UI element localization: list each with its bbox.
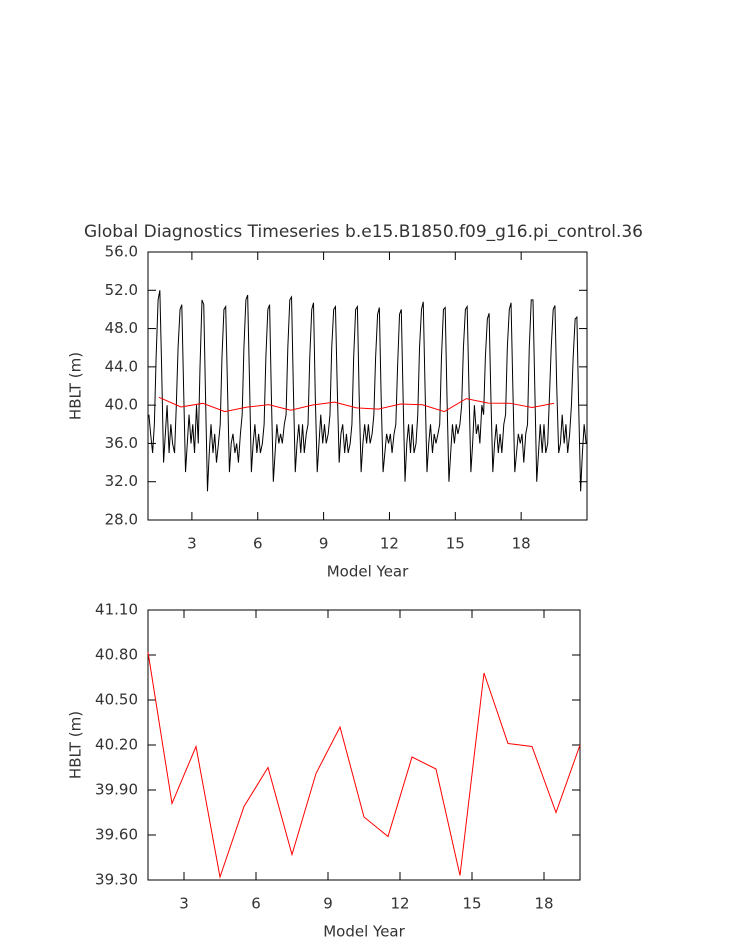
y-tick-label: 39.60 — [95, 826, 138, 844]
x-tick-label: 12 — [390, 895, 409, 913]
y-tick-label: 56.0 — [105, 243, 138, 261]
y-tick-label: 28.0 — [105, 511, 138, 529]
x-tick-label: 9 — [323, 895, 333, 913]
x-tick-label: 15 — [446, 535, 465, 553]
y-tick-label: 52.0 — [105, 281, 138, 299]
x-tick-label: 6 — [251, 895, 261, 913]
y-tick-label: 36.0 — [105, 434, 138, 452]
x-tick-label: 9 — [319, 535, 329, 553]
y-tick-label: 32.0 — [105, 472, 138, 490]
x-tick-label: 18 — [534, 895, 553, 913]
y-tick-label: 40.20 — [95, 736, 138, 754]
x-axis-label: Model Year — [327, 563, 409, 581]
x-tick-label: 18 — [512, 535, 531, 553]
y-tick-label: 48.0 — [105, 319, 138, 337]
y-tick-label: 40.0 — [105, 396, 138, 414]
data-line — [147, 651, 581, 879]
chart-title: Global Diagnostics Timeseries b.e15.B185… — [84, 222, 643, 242]
data-line — [148, 290, 587, 492]
plot-frame — [147, 251, 588, 521]
x-tick-label: 6 — [253, 535, 263, 553]
y-tick-label: 40.50 — [95, 691, 138, 709]
x-axis-label: Model Year — [323, 923, 405, 941]
y-axis-label: HBLT (m) — [67, 711, 85, 779]
y-tick-label: 44.0 — [105, 357, 138, 375]
y-tick-label: 39.30 — [95, 871, 138, 889]
x-tick-label: 3 — [179, 895, 189, 913]
x-tick-label: 15 — [462, 895, 481, 913]
y-axis-label: HBLT (m) — [67, 352, 85, 420]
y-tick-label: 41.10 — [95, 601, 138, 619]
x-tick-label: 3 — [187, 535, 197, 553]
y-tick-label: 39.90 — [95, 781, 138, 799]
y-tick-label: 40.80 — [95, 646, 138, 664]
data-line — [158, 396, 555, 413]
x-tick-label: 12 — [380, 535, 399, 553]
